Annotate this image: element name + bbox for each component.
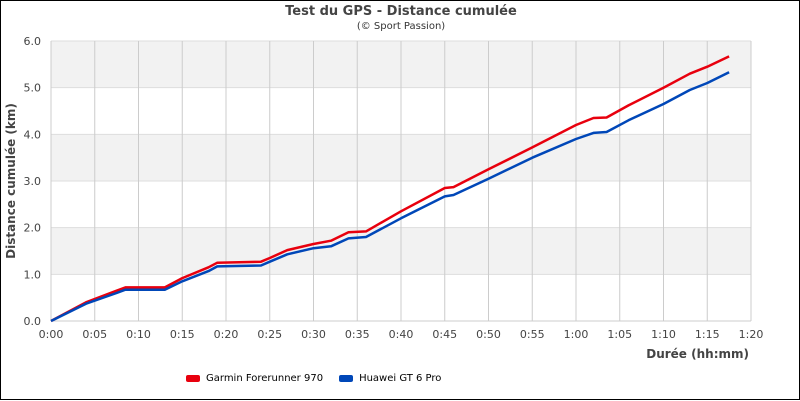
x-tick-label: 1:00	[564, 328, 589, 341]
x-tick-label: 0:45	[432, 328, 457, 341]
chart-subtitle: (© Sport Passion)	[356, 21, 446, 32]
x-tick-label: 0:50	[476, 328, 501, 341]
x-tick-label: 0:05	[82, 328, 107, 341]
legend-label-huawei: Huawei GT 6 Pro	[359, 373, 442, 384]
legend-item-huawei[interactable]: Huawei GT 6 Pro	[339, 373, 441, 384]
x-tick-label: 0:00	[39, 328, 64, 341]
x-tick-label: 0:55	[520, 328, 545, 341]
legend: Garmin Forerunner 970 Huawei GT 6 Pro	[186, 373, 441, 384]
x-tick-label: 1:15	[695, 328, 720, 341]
y-tick-label: 5.0	[24, 82, 42, 95]
legend-item-garmin[interactable]: Garmin Forerunner 970	[186, 373, 323, 384]
x-tick-label: 0:25	[257, 328, 282, 341]
x-tick-label: 1:10	[651, 328, 676, 341]
x-tick-label: 0:35	[345, 328, 370, 341]
x-tick-label: 0:30	[301, 328, 326, 341]
y-tick-label: 6.0	[24, 35, 42, 48]
chart-title: Test du GPS - Distance cumulée	[285, 4, 517, 19]
x-axis-label: Durée (hh:mm)	[646, 347, 749, 361]
legend-label-garmin: Garmin Forerunner 970	[206, 373, 324, 384]
x-tick-label: 0:10	[126, 328, 151, 341]
y-tick-label: 1.0	[24, 268, 42, 281]
y-tick-label: 2.0	[24, 222, 42, 235]
y-tick-label: 4.0	[24, 128, 42, 141]
x-tick-label: 0:20	[214, 328, 239, 341]
x-tick-label: 0:15	[170, 328, 195, 341]
y-tick-label: 3.0	[24, 175, 42, 188]
x-tick-label: 1:05	[607, 328, 632, 341]
series-line-huawei	[50, 71, 730, 323]
legend-swatch-garmin	[186, 375, 200, 382]
y-axis-label: Distance cumulée (km)	[4, 103, 18, 259]
x-tick-label: 1:20	[739, 328, 764, 341]
y-tick-label: 0.0	[24, 315, 42, 328]
x-tick-label: 0:40	[389, 328, 414, 341]
legend-swatch-huawei	[339, 375, 354, 382]
series-line-garmin	[50, 55, 730, 323]
